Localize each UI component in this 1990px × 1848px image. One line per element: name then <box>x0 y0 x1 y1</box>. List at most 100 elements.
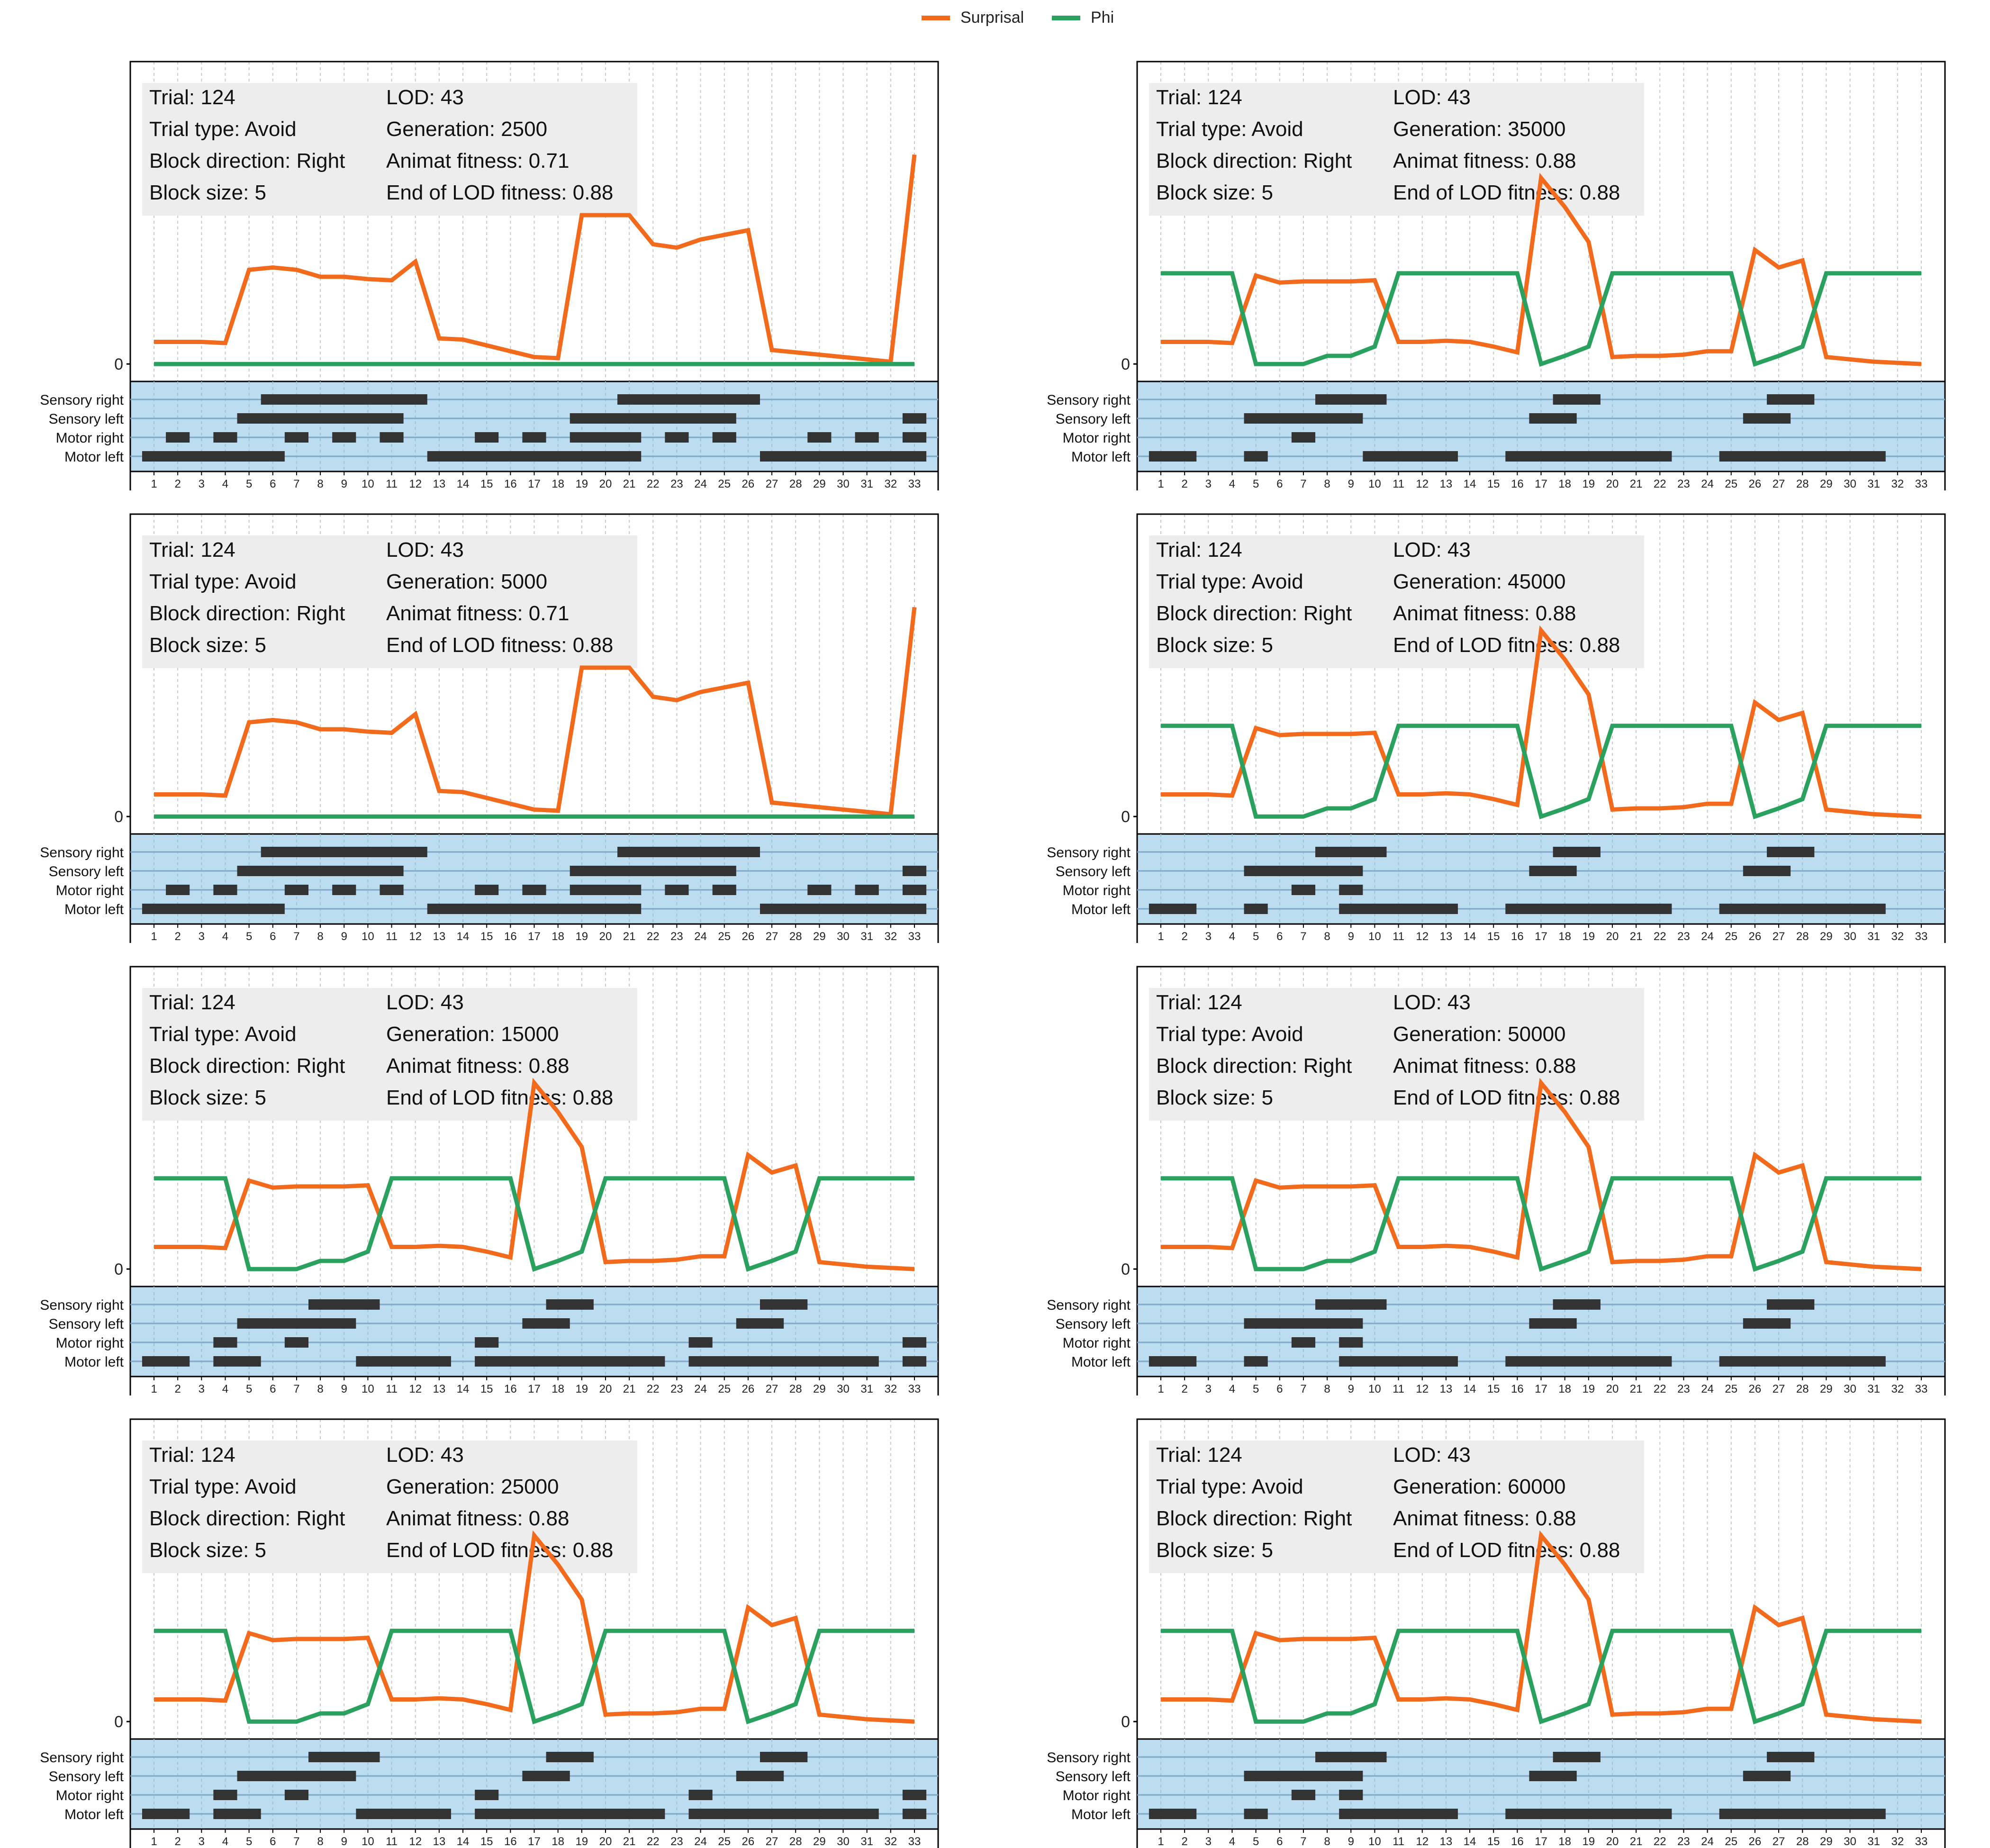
state-bar <box>1743 413 1791 424</box>
info-trial-type: Trial type: Avoid <box>149 118 297 141</box>
x-tick-label: 27 <box>766 478 778 490</box>
panel-8: Trial: 124 Trial type: Avoid Block directi… <box>1047 1418 1946 1848</box>
state-row-sensory-left-label: Sensory left <box>1056 1769 1131 1785</box>
state-bar <box>855 885 879 895</box>
x-tick-label: 5 <box>1253 1835 1259 1848</box>
x-tick-label: 12 <box>1416 1383 1429 1395</box>
state-bar <box>380 432 404 443</box>
series-line-surprisal <box>154 607 917 817</box>
state-bar <box>546 1299 594 1310</box>
info-animat-fitness: Animat fitness: 0.71 <box>386 149 569 172</box>
x-tick-label: 18 <box>552 1383 564 1395</box>
x-tick-label: 12 <box>1416 1835 1429 1848</box>
state-row-sensory-left-label: Sensory left <box>49 1316 124 1332</box>
series-line-surprisal <box>154 1530 915 1724</box>
x-tick-label: 12 <box>409 1383 422 1395</box>
x-tick-label: 25 <box>718 1835 731 1848</box>
y-tick-label: 0 <box>1121 808 1130 826</box>
x-tick-label: 6 <box>1276 930 1283 943</box>
info-end-fitness: End of LOD fitness: 0.88 <box>1393 1539 1620 1562</box>
state-bar <box>1719 904 1886 914</box>
x-tick-label: 32 <box>884 1835 897 1848</box>
series-line-surprisal <box>1161 1078 1922 1271</box>
x-tick-label: 27 <box>1773 930 1785 943</box>
x-tick-label: 11 <box>386 930 398 943</box>
info-box <box>142 83 637 216</box>
x-tick-label: 20 <box>599 478 612 490</box>
state-bar <box>1766 394 1815 405</box>
state-bar <box>902 1356 927 1367</box>
state-bar <box>284 432 309 443</box>
info-trial: Trial: 124 <box>1156 538 1242 562</box>
x-tick-label: 16 <box>504 1835 517 1848</box>
x-tick-label: 27 <box>766 1383 778 1395</box>
state-bar <box>1529 866 1577 876</box>
x-tick-label: 8 <box>317 1383 323 1395</box>
x-tick-label: 5 <box>1253 1383 1259 1395</box>
y-tick-label: 0 <box>1121 1260 1130 1278</box>
x-tick-label: 6 <box>270 1383 276 1395</box>
x-tick-label: 17 <box>1535 1383 1547 1395</box>
state-bar <box>237 1318 356 1329</box>
x-tick-label: 11 <box>386 1383 398 1395</box>
x-tick-label: 17 <box>528 930 541 943</box>
series-line-surprisal <box>1161 625 1922 819</box>
x-tick-label: 25 <box>1725 1835 1737 1848</box>
x-tick-label: 7 <box>293 478 299 490</box>
x-tick-label: 19 <box>1582 930 1595 943</box>
state-bar <box>213 1337 237 1348</box>
y-tick-label: 0 <box>114 1260 123 1278</box>
info-trial-type: Trial type: Avoid <box>1156 1023 1303 1046</box>
state-bar <box>902 1809 927 1819</box>
x-tick-label: 10 <box>1368 930 1381 943</box>
panel-4: Trial: 124 Trial type: Avoid Block directi… <box>1047 513 1946 943</box>
series-line-surprisal <box>154 1078 915 1271</box>
state-bar <box>213 885 237 895</box>
x-tick-label: 32 <box>1891 478 1904 490</box>
state-bar <box>1553 847 1601 857</box>
state-row-sensory-right-label: Sensory right <box>1047 1750 1131 1766</box>
info-block-size: Block size: 5 <box>1156 634 1273 657</box>
state-bar <box>308 1299 380 1310</box>
state-bar <box>1244 1809 1268 1819</box>
info-block-direction: Block direction: Right <box>1156 602 1352 625</box>
x-tick-label: 9 <box>341 1835 347 1848</box>
info-animat-fitness: Animat fitness: 0.88 <box>1393 602 1576 625</box>
chart-legend: Surprisal Phi <box>922 9 1114 27</box>
x-tick-label: 19 <box>1582 1835 1595 1848</box>
state-row-motor-right-label: Motor right <box>56 1335 124 1351</box>
x-tick-label: 1 <box>1158 478 1164 490</box>
info-generation: Generation: 50000 <box>1393 1023 1566 1046</box>
state-bar <box>1766 1299 1815 1310</box>
state-row-motor-left-label: Motor left <box>1071 902 1131 917</box>
x-tick-label: 26 <box>1749 478 1762 490</box>
x-tick-label: 31 <box>1867 1835 1880 1848</box>
state-row-sensory-right-label: Sensory right <box>40 1297 124 1313</box>
x-tick-label: 14 <box>457 1383 470 1395</box>
info-block-size: Block size: 5 <box>1156 1086 1273 1109</box>
x-tick-label: 15 <box>1487 1383 1500 1395</box>
info-animat-fitness: Animat fitness: 0.88 <box>386 1507 569 1530</box>
state-bar <box>142 1809 190 1819</box>
x-tick-label: 32 <box>1891 1835 1904 1848</box>
panel-6: Trial: 124 Trial type: Avoid Block directi… <box>1047 966 1946 1395</box>
x-tick-label: 21 <box>1630 478 1643 490</box>
x-tick-label: 9 <box>1348 478 1354 490</box>
state-bar <box>166 885 190 895</box>
state-row-sensory-right-label: Sensory right <box>1047 845 1131 861</box>
x-tick-label: 4 <box>222 478 228 490</box>
x-tick-label: 8 <box>1324 930 1330 943</box>
state-bar <box>1766 1752 1815 1762</box>
x-tick-label: 1 <box>151 1383 157 1395</box>
x-tick-label: 20 <box>1606 1835 1619 1848</box>
info-generation: Generation: 15000 <box>386 1023 559 1046</box>
x-tick-label: 3 <box>1205 930 1212 943</box>
state-row-sensory-left-label: Sensory left <box>1056 1316 1131 1332</box>
state-bar <box>1743 866 1791 876</box>
info-lod: LOD: 43 <box>1393 991 1471 1014</box>
series-line-phi <box>154 1176 914 1272</box>
x-tick-label: 8 <box>317 1835 323 1848</box>
state-bar <box>902 432 927 443</box>
x-tick-label: 30 <box>1844 930 1856 943</box>
x-tick-label: 7 <box>293 1835 299 1848</box>
